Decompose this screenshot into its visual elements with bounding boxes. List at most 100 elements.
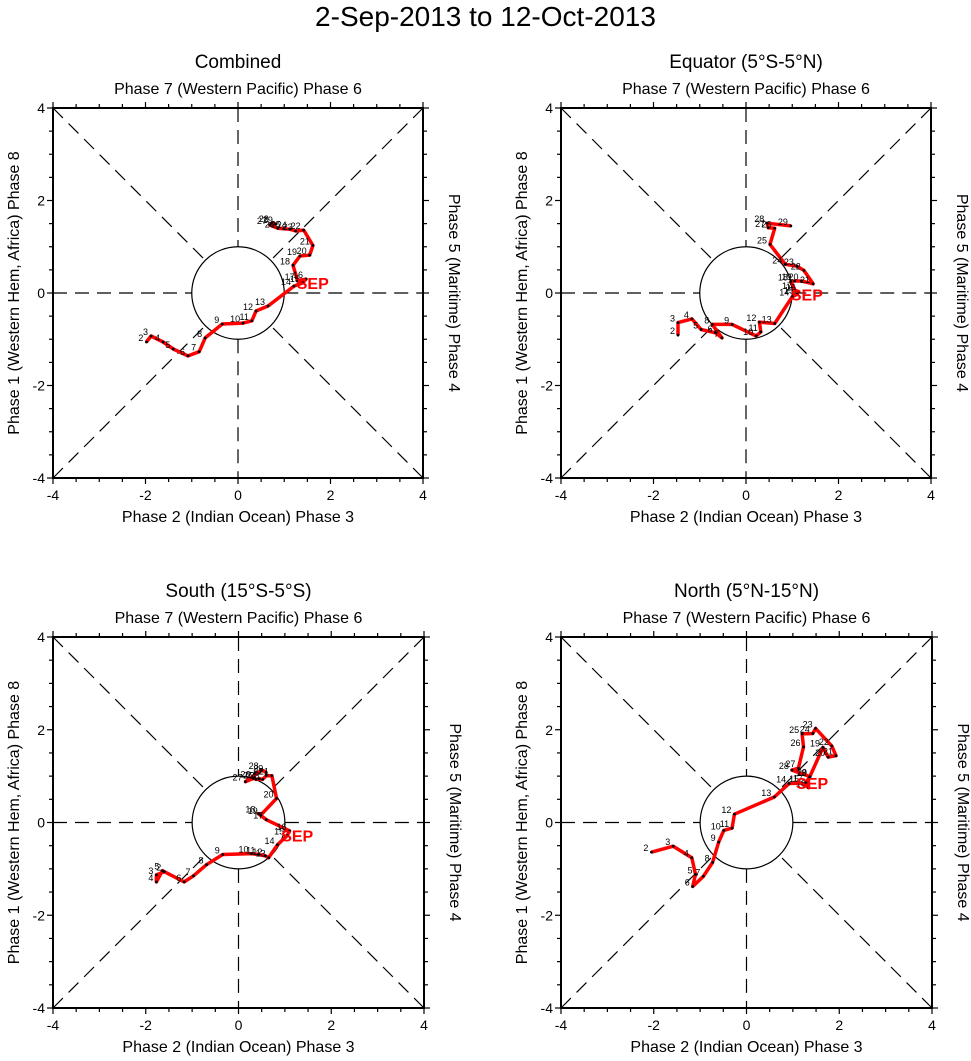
day-point-marker [155, 880, 158, 884]
day-label: 6 [180, 347, 185, 357]
y-tick-label: -4 [33, 1000, 46, 1016]
day-label: 8 [197, 329, 202, 339]
day-label: 23 [283, 222, 293, 232]
day-point-marker [264, 774, 268, 778]
y-tick-label: -2 [541, 907, 554, 923]
day-label: 21 [800, 275, 810, 285]
day-point-marker [241, 321, 245, 325]
y-tick-label: 4 [545, 100, 553, 116]
day-point-marker [259, 813, 263, 817]
day-point-marker [766, 226, 770, 230]
day-label: 2 [643, 843, 648, 853]
day-point-marker [690, 856, 694, 860]
right-axis-label: Phase 5 (Maritime) Phase 4 [445, 194, 462, 392]
day-point-marker [274, 222, 278, 226]
day-label: 7 [714, 329, 719, 339]
day-point-marker [701, 874, 705, 878]
day-point-marker [296, 279, 300, 283]
day-point-marker [260, 768, 264, 772]
day-point-marker [257, 812, 260, 816]
day-label: 9 [724, 315, 729, 325]
day-label: 2 [670, 326, 675, 336]
x-tick-label: -4 [47, 487, 60, 503]
day-label: 24 [246, 770, 256, 780]
day-point-marker [773, 226, 777, 230]
day-point-marker [720, 336, 724, 340]
panel-title: Combined [195, 52, 282, 73]
day-label: 10 [711, 821, 721, 831]
day-label: 24 [277, 220, 287, 230]
day-label: 17 [253, 811, 263, 821]
day-label: 3 [665, 837, 670, 847]
day-point-marker [221, 853, 225, 856]
day-point-marker [254, 309, 258, 313]
day-point-marker [754, 334, 758, 338]
day-label: 15 [274, 826, 284, 836]
day-label: 14 [281, 277, 291, 287]
x-tick-label: 0 [234, 487, 242, 503]
day-point-marker [257, 777, 261, 781]
day-point-marker [282, 227, 286, 231]
day-label: 2 [156, 863, 161, 873]
y-tick-label: 2 [37, 193, 45, 209]
day-point-marker [783, 262, 787, 266]
y-tick-label: -2 [33, 907, 46, 923]
y-tick-label: -2 [33, 378, 46, 394]
day-point-marker [298, 254, 302, 258]
day-label: 4 [684, 849, 689, 859]
day-label: 10 [238, 845, 248, 855]
day-point-marker [671, 844, 675, 848]
day-point-marker [790, 295, 794, 299]
day-label: 6 [685, 877, 690, 887]
day-label: 8 [705, 853, 710, 863]
day-label: 22 [291, 221, 301, 231]
mjo-trajectory-line [145, 221, 315, 358]
phase-divider-line [778, 636, 933, 791]
day-label: 26 [791, 738, 801, 748]
day-label: 18 [245, 805, 255, 815]
day-label: 27 [257, 216, 267, 226]
day-label: 9 [215, 845, 220, 855]
day-label: 22 [819, 737, 829, 747]
phase-divider-line [560, 107, 714, 261]
day-point-marker [797, 290, 801, 294]
day-label: 13 [255, 297, 265, 307]
day-label: 29 [253, 763, 263, 773]
bottom-axis-label: Phase 2 (Indian Ocean) Phase 3 [122, 1039, 354, 1056]
day-point-marker [790, 768, 794, 772]
day-label: 23 [250, 770, 260, 780]
day-point-marker [690, 317, 694, 321]
x-tick-label: -4 [555, 1017, 568, 1033]
day-label: 19 [782, 272, 792, 282]
main-title: 2-Sep-2013 to 12-Oct-2013 [315, 1, 656, 32]
y-tick-label: -4 [541, 1000, 554, 1016]
y-tick-label: 2 [545, 722, 553, 738]
day-label: 10 [230, 314, 240, 324]
day-label: 5 [165, 340, 170, 350]
day-label: 14 [779, 288, 789, 298]
day-point-marker [308, 253, 312, 257]
day-point-marker [244, 780, 247, 784]
day-point-marker [203, 336, 207, 340]
day-label: 3 [143, 327, 148, 337]
day-point-marker [800, 279, 803, 283]
x-tick-label: 0 [742, 487, 750, 503]
day-point-marker [730, 826, 734, 830]
y-tick-label: -4 [33, 470, 46, 486]
day-label: 5 [693, 321, 698, 331]
right-axis-label: Phase 5 (Maritime) Phase 4 [446, 723, 463, 921]
phase-divider-line [560, 325, 714, 479]
mjo-trajectory-line [650, 726, 838, 889]
day-point-marker [722, 828, 726, 832]
day-label: 20 [815, 748, 825, 758]
day-label: 16 [293, 270, 303, 280]
day-point-marker [733, 812, 736, 816]
day-label: 26 [240, 769, 250, 779]
x-tick-label: -2 [140, 1017, 153, 1033]
day-label: 19 [810, 738, 820, 748]
phase-divider-line [270, 636, 425, 791]
day-point-marker [250, 852, 253, 855]
day-point-marker [267, 856, 271, 860]
day-label: 18 [778, 272, 788, 282]
